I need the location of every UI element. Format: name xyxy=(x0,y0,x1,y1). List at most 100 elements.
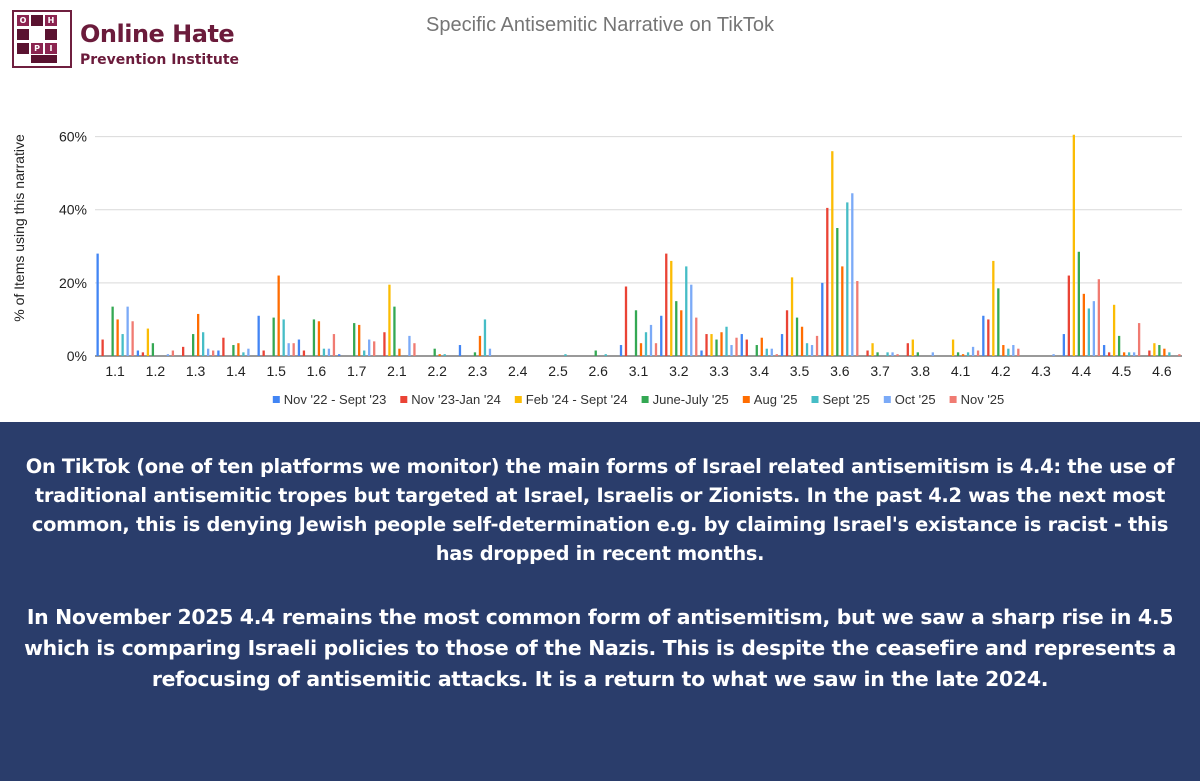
bar xyxy=(810,345,814,356)
legend-swatch xyxy=(514,396,522,403)
bar xyxy=(1168,352,1171,356)
bar xyxy=(483,319,487,356)
bar xyxy=(1148,350,1151,356)
bar xyxy=(891,352,894,356)
bar xyxy=(1052,354,1055,356)
bar xyxy=(745,339,748,356)
logo-name: Online Hate xyxy=(80,20,235,48)
bar xyxy=(197,313,200,356)
bar xyxy=(1062,334,1065,356)
bar-chart: % of Items using this narrative 0% 20% 40%… xyxy=(11,129,1182,407)
bar xyxy=(992,260,995,356)
bar xyxy=(262,350,265,356)
legend-item: Feb '24 - Sept '24 xyxy=(514,392,628,407)
x-tick-label: 1.2 xyxy=(146,363,166,379)
y-tick-label: 40% xyxy=(59,202,87,218)
commentary-paragraph-2: In November 2025 4.4 remains the most co… xyxy=(24,605,1176,691)
x-tick-label: 4.3 xyxy=(1031,363,1051,379)
bar xyxy=(1127,352,1131,356)
bar xyxy=(997,288,1000,356)
commentary-paragraph-1: On TikTok (one of ten platforms we monit… xyxy=(25,455,1175,565)
bar xyxy=(217,350,220,356)
bar xyxy=(649,324,653,356)
y-tick-label: 60% xyxy=(59,129,87,145)
bar xyxy=(327,348,331,356)
bar xyxy=(202,332,205,356)
legend-item: Oct '25 xyxy=(883,392,936,407)
bar xyxy=(604,354,607,356)
bar xyxy=(272,317,275,356)
bar xyxy=(800,326,804,356)
bar xyxy=(312,319,316,356)
legend-item: Nov '23-Jan '24 xyxy=(400,392,501,407)
bar xyxy=(1012,345,1015,356)
x-tick-label: 2.3 xyxy=(468,363,488,379)
bar xyxy=(96,253,99,356)
x-tick-label: 4.2 xyxy=(991,363,1011,379)
bar xyxy=(956,352,960,356)
bar xyxy=(886,352,889,356)
x-tick-label: 3.5 xyxy=(790,363,810,379)
x-tick-label: 2.5 xyxy=(548,363,568,379)
bar xyxy=(1072,134,1075,356)
legend-swatch xyxy=(742,396,750,403)
chart-area: O H P I Online Hate Prevention Institute… xyxy=(11,10,1182,407)
legend-item: Nov '22 - Sept '23 xyxy=(272,392,386,407)
bar xyxy=(740,334,743,356)
bar xyxy=(675,301,678,356)
y-tick-label: 0% xyxy=(67,348,87,364)
bar xyxy=(685,266,688,356)
logo-key-blank xyxy=(17,43,29,54)
bar xyxy=(1082,293,1085,356)
bar xyxy=(564,354,567,356)
x-tick-label: 1.1 xyxy=(105,363,125,379)
legend-label: Nov '23-Jan '24 xyxy=(411,392,501,407)
bar xyxy=(443,354,446,356)
legend-item: Aug '25 xyxy=(742,392,797,407)
bar xyxy=(408,335,411,356)
bar xyxy=(841,266,844,356)
bar xyxy=(690,284,693,356)
bar xyxy=(1067,275,1070,356)
bar xyxy=(795,317,799,356)
bar xyxy=(473,352,477,356)
bar xyxy=(624,286,628,356)
bar xyxy=(765,348,768,356)
x-tick-label: 2.1 xyxy=(387,363,407,379)
legend-swatch xyxy=(272,396,280,403)
bar xyxy=(292,343,295,356)
bar xyxy=(373,341,376,356)
bar xyxy=(1117,335,1121,356)
logo-key-p: P xyxy=(31,43,43,54)
bar xyxy=(171,350,175,356)
bar xyxy=(846,202,849,356)
y-axis-ticks: 0% 20% 40% 60% xyxy=(59,129,87,364)
x-tick-label: 2.2 xyxy=(427,363,447,379)
bar xyxy=(710,334,713,356)
bar xyxy=(639,343,643,356)
bar xyxy=(871,343,874,356)
bar xyxy=(851,193,854,356)
bar xyxy=(247,348,250,356)
bar xyxy=(1153,343,1156,356)
bar xyxy=(332,334,336,356)
chart-gridlines xyxy=(95,136,1182,357)
bar xyxy=(237,343,240,356)
bar xyxy=(831,151,834,356)
x-tick-label: 2.4 xyxy=(508,363,528,379)
bar xyxy=(971,346,975,356)
x-tick-label: 3.2 xyxy=(669,363,689,379)
bar xyxy=(287,343,290,356)
bar xyxy=(836,228,839,356)
bar xyxy=(322,348,326,356)
legend-item: June-July '25 xyxy=(641,392,729,407)
bar xyxy=(257,315,260,356)
logo-key-blank xyxy=(31,15,43,26)
chart-title: Specific Antisemitic Narrative on TikTok xyxy=(426,14,774,36)
logo-key-blank xyxy=(17,29,29,40)
commentary-panel: On TikTok (one of ten platforms we monit… xyxy=(0,422,1200,781)
legend-label: Feb '24 - Sept '24 xyxy=(526,392,628,407)
legend-label: Oct '25 xyxy=(895,392,936,407)
bar xyxy=(805,343,809,356)
bar xyxy=(961,354,965,356)
